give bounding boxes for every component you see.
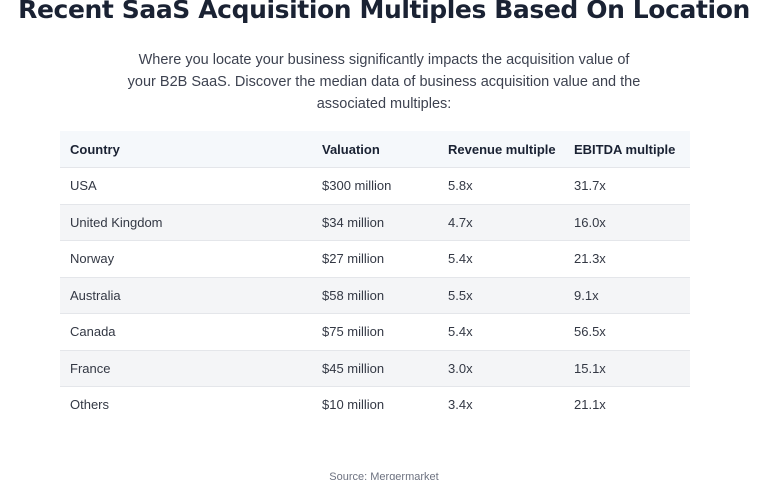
cell-country: Canada [60, 313, 312, 350]
table-row: Norway $27 million 5.4x 21.3x [60, 240, 690, 277]
header-valuation: Valuation [322, 141, 380, 157]
table-row: Others $10 million 3.4x 21.1x [60, 386, 690, 424]
cell-country: United Kingdom [60, 203, 312, 241]
table-row: France $45 million 3.0x 15.1x [60, 349, 690, 387]
header-revenue-multiple: Revenue multiple [448, 141, 556, 157]
cell-valuation: $300 million [312, 167, 438, 204]
cell-revenue-multiple: 5.5x [438, 276, 564, 314]
page-title: Recent SaaS Acquisition Multiples Based … [18, 0, 750, 24]
cell-valuation: $45 million [312, 349, 438, 387]
cell-ebitda-multiple: 9.1x [564, 276, 690, 314]
cell-revenue-multiple: 5.8x [438, 167, 564, 204]
cell-ebitda-multiple: 16.0x [564, 203, 690, 241]
table-row: USA $300 million 5.8x 31.7x [60, 167, 690, 204]
cell-valuation: $34 million [312, 203, 438, 241]
cell-ebitda-multiple: 31.7x [564, 167, 690, 204]
header-ebitda-multiple: EBITDA multiple [574, 141, 676, 157]
cell-revenue-multiple: 3.4x [438, 386, 564, 424]
cell-valuation: $27 million [312, 240, 438, 277]
cell-country: Australia [60, 276, 312, 314]
table-header-row: Country Valuation Revenue multiple EBITD… [60, 131, 690, 168]
intro-paragraph: Where you locate your business significa… [127, 52, 641, 112]
cell-valuation: $10 million [312, 386, 438, 424]
cell-country: Others [60, 386, 312, 424]
cell-ebitda-multiple: 21.1x [564, 386, 690, 424]
cell-ebitda-multiple: 21.3x [564, 240, 690, 277]
table-row: United Kingdom $34 million 4.7x 16.0x [60, 203, 690, 241]
cell-country: Norway [60, 240, 312, 277]
cell-revenue-multiple: 5.4x [438, 313, 564, 350]
cell-revenue-multiple: 3.0x [438, 349, 564, 387]
cell-country: USA [60, 167, 312, 204]
cell-country: France [60, 349, 312, 387]
cell-valuation: $75 million [312, 313, 438, 350]
acquisition-multiples-table: Country Valuation Revenue multiple EBITD… [60, 131, 690, 424]
cell-ebitda-multiple: 15.1x [564, 349, 690, 387]
cell-valuation: $58 million [312, 276, 438, 314]
source-caption: Source: Mergermarket [329, 471, 439, 480]
cell-revenue-multiple: 4.7x [438, 203, 564, 241]
cell-ebitda-multiple: 56.5x [564, 313, 690, 350]
cell-revenue-multiple: 5.4x [438, 240, 564, 277]
table-row: Australia $58 million 5.5x 9.1x [60, 276, 690, 314]
header-country: Country [70, 141, 120, 157]
table-row: Canada $75 million 5.4x 56.5x [60, 313, 690, 350]
